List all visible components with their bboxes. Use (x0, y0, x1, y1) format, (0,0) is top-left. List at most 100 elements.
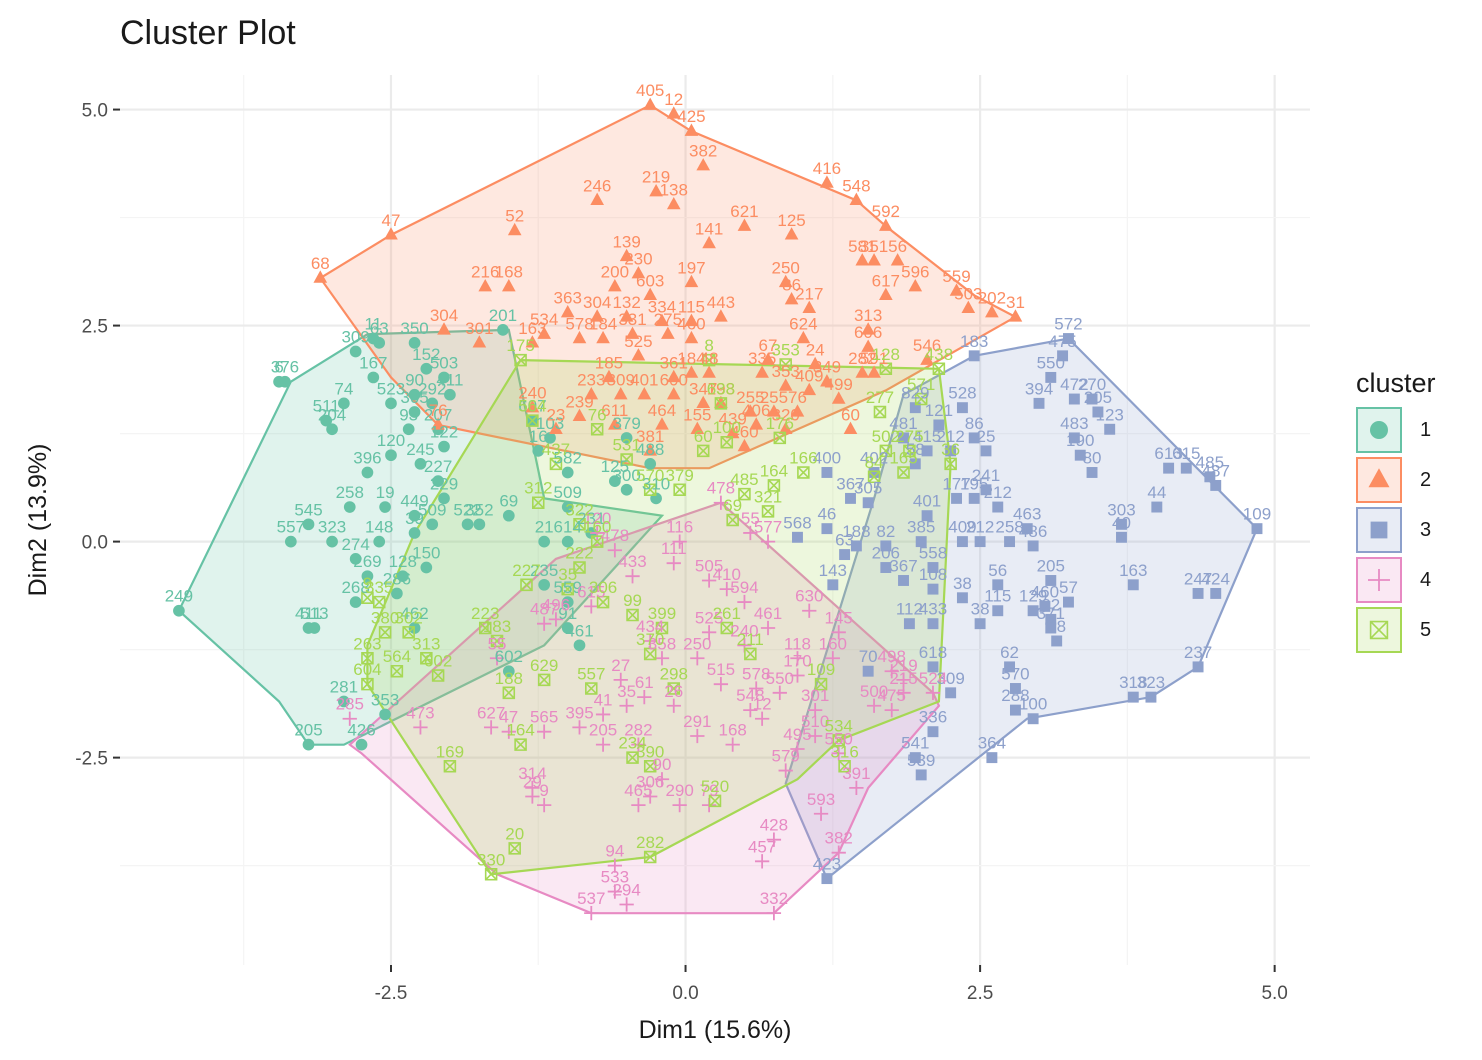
point-label: 235 (530, 561, 558, 580)
point-label: 112 (896, 600, 923, 619)
cluster-5-point (708, 794, 722, 808)
cluster-1-point (349, 553, 362, 565)
cluster-4-point (607, 858, 623, 873)
cluster-4-point (690, 651, 705, 666)
point-label: 38 (953, 574, 972, 593)
point-label: 402 (860, 448, 888, 467)
cluster-5-point (643, 850, 657, 864)
cluster-2-point (549, 421, 563, 434)
cluster-1-point (343, 501, 356, 513)
cluster-2-point (820, 175, 834, 188)
point-label: 478 (707, 479, 735, 498)
point-label: 611 (601, 401, 628, 420)
point-label: 294 (612, 881, 640, 900)
point-label: 505 (695, 556, 723, 575)
cluster-5-point (361, 651, 374, 665)
cluster-3-point (1116, 531, 1127, 543)
point-label: 69 (723, 496, 742, 515)
legend-label: 2 (1420, 468, 1432, 491)
point-label: 829 (901, 384, 929, 403)
cluster-3-point (1127, 691, 1139, 703)
point-label: 67 (759, 336, 778, 355)
cluster-5-point (879, 444, 893, 458)
cluster-1-point (373, 337, 386, 349)
cluster-5-point (673, 483, 686, 497)
point-label: 376 (271, 358, 299, 377)
cluster-3-point (980, 484, 992, 496)
cluster-1-point (391, 587, 403, 600)
point-label: 69 (499, 492, 518, 511)
point-label: 38 (971, 600, 990, 619)
point-label: 219 (642, 168, 670, 187)
cluster-2-point (590, 309, 605, 322)
point-label: 63 (370, 319, 389, 338)
point-label: 615 (577, 582, 605, 601)
cluster-2-point (655, 313, 669, 326)
point-label: 481 (889, 414, 917, 433)
point-label: 166 (789, 448, 817, 467)
cluster-2-point (1008, 309, 1023, 322)
legend-key-3 (1356, 507, 1402, 553)
point-label: 90 (405, 371, 424, 390)
point-label: 559 (942, 267, 970, 286)
cluster-3-point (956, 592, 968, 604)
cluster-3-point (1027, 605, 1039, 617)
cluster-1-point (473, 518, 486, 531)
point-label: 351 (860, 237, 888, 256)
cluster-4-point (607, 543, 623, 558)
cluster-5-point (526, 414, 539, 427)
point-label: 52 (505, 207, 524, 226)
cluster-3-point (898, 575, 909, 586)
cluster-5-point (596, 595, 610, 609)
cluster-3-point (951, 492, 962, 504)
cluster-1-point (408, 337, 421, 349)
point-label: 305 (854, 479, 882, 498)
cluster-4-point (607, 884, 623, 899)
cluster-5-point (520, 578, 533, 592)
point-label: 188 (495, 669, 523, 688)
cluster-2-point (684, 313, 699, 326)
point-label: 437 (542, 440, 570, 459)
point-label: 564 (518, 397, 546, 416)
cluster-3-point (898, 432, 909, 444)
point-label: 320 (772, 405, 800, 424)
point-label: 21 (535, 518, 554, 537)
cluster-3-point (1033, 397, 1045, 409)
point-label: 577 (754, 518, 782, 537)
cluster-4-point (807, 728, 823, 744)
cluster-2-point (666, 106, 681, 119)
cluster-1-point (544, 432, 556, 444)
point-label: 90 (653, 755, 672, 774)
cluster-2-point (431, 417, 445, 430)
point-label: 109 (807, 660, 835, 679)
point-label: 614 (554, 518, 582, 537)
cluster-2-point (784, 292, 799, 305)
point-label: 115 (678, 297, 705, 316)
point-label: 63 (835, 531, 854, 550)
point-label: 515 (707, 660, 735, 679)
point-label: 129 (1019, 587, 1047, 606)
point-label: 499 (825, 375, 853, 394)
point-label: 302 (394, 608, 422, 627)
cluster-5-point (573, 518, 586, 531)
cluster-2-point (572, 408, 587, 422)
point-label: 116 (666, 518, 693, 537)
cluster-2-point (761, 352, 775, 365)
point-label: 120 (377, 431, 405, 450)
point-label: 602 (495, 647, 523, 666)
cluster-4-point (831, 845, 846, 860)
cluster-2-point (808, 356, 822, 370)
cluster-3-point (1021, 523, 1033, 535)
legend-marker (1369, 620, 1389, 640)
cluster-4-point (807, 702, 823, 718)
cluster-2-point (637, 387, 652, 400)
point-label: 502 (872, 427, 900, 446)
cluster-3-point (1039, 600, 1051, 612)
point-label: 353 (371, 690, 399, 709)
cluster-3-point (827, 579, 839, 591)
point-label: 241 (972, 466, 1000, 485)
point-label: 282 (848, 349, 876, 368)
cluster-2-point (537, 326, 551, 339)
cluster-4-point (713, 495, 729, 510)
cluster-4-point (719, 581, 734, 597)
